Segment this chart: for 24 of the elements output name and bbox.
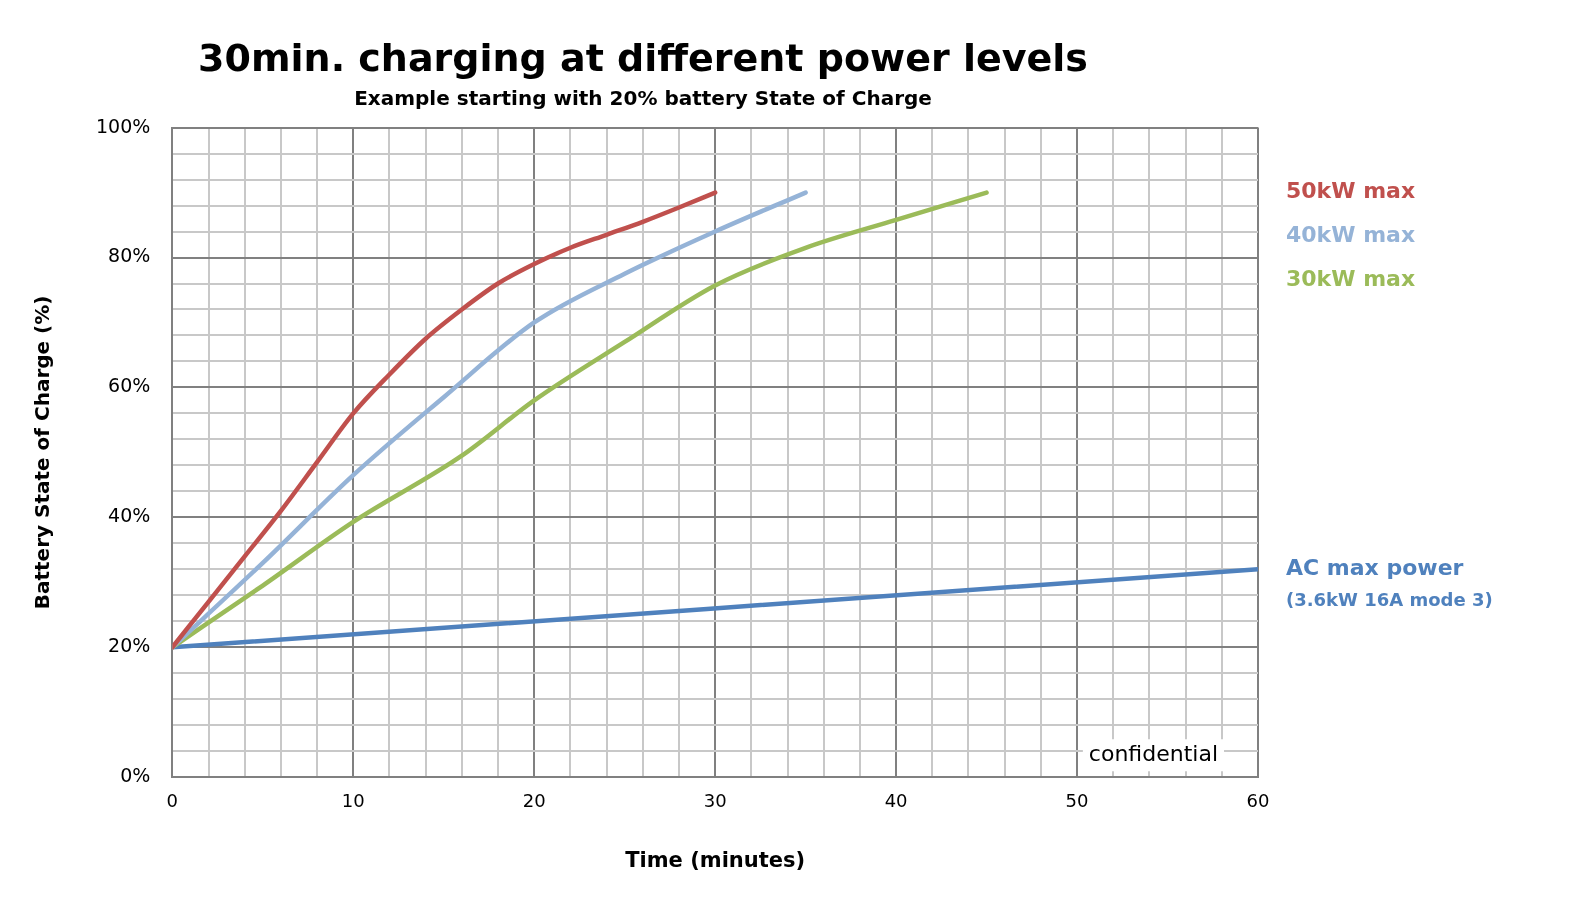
x-tick-label: 10 <box>341 789 365 811</box>
y-tick-label: 20% <box>108 634 151 657</box>
x-tick-label: 60 <box>1246 789 1270 811</box>
chart-subtitle: Example starting with 20% battery State of Charge <box>354 85 932 110</box>
x-tick-label: 40 <box>884 789 908 811</box>
annotation: (3.6kW 16A mode 3) <box>1286 589 1493 610</box>
y-tick-label: 60% <box>108 374 151 397</box>
text: 40kW max <box>1286 222 1416 248</box>
x-tick-label: 0 <box>166 789 179 811</box>
annotation: confidential <box>1088 740 1219 766</box>
chart-title: 30min. charging at different power levels <box>198 35 1088 80</box>
y-axis-title: Battery State of Charge (%) <box>30 295 55 610</box>
x-tick-label: 30 <box>703 789 727 811</box>
y-tick-label: 80% <box>108 244 151 267</box>
line-series <box>172 190 989 650</box>
y-tick-label: 0% <box>120 764 151 787</box>
y-tick-label: 40% <box>108 504 151 527</box>
series-label: AC max power <box>1286 555 1464 581</box>
x-axis-title: Time (minutes) <box>625 847 806 872</box>
x-tick-label: 50 <box>1065 789 1089 811</box>
text: 50kW max <box>1286 178 1416 204</box>
text: 30kW max <box>1286 266 1416 292</box>
y-tick-label: 100% <box>95 114 151 137</box>
x-tick-label: 20 <box>522 789 546 811</box>
